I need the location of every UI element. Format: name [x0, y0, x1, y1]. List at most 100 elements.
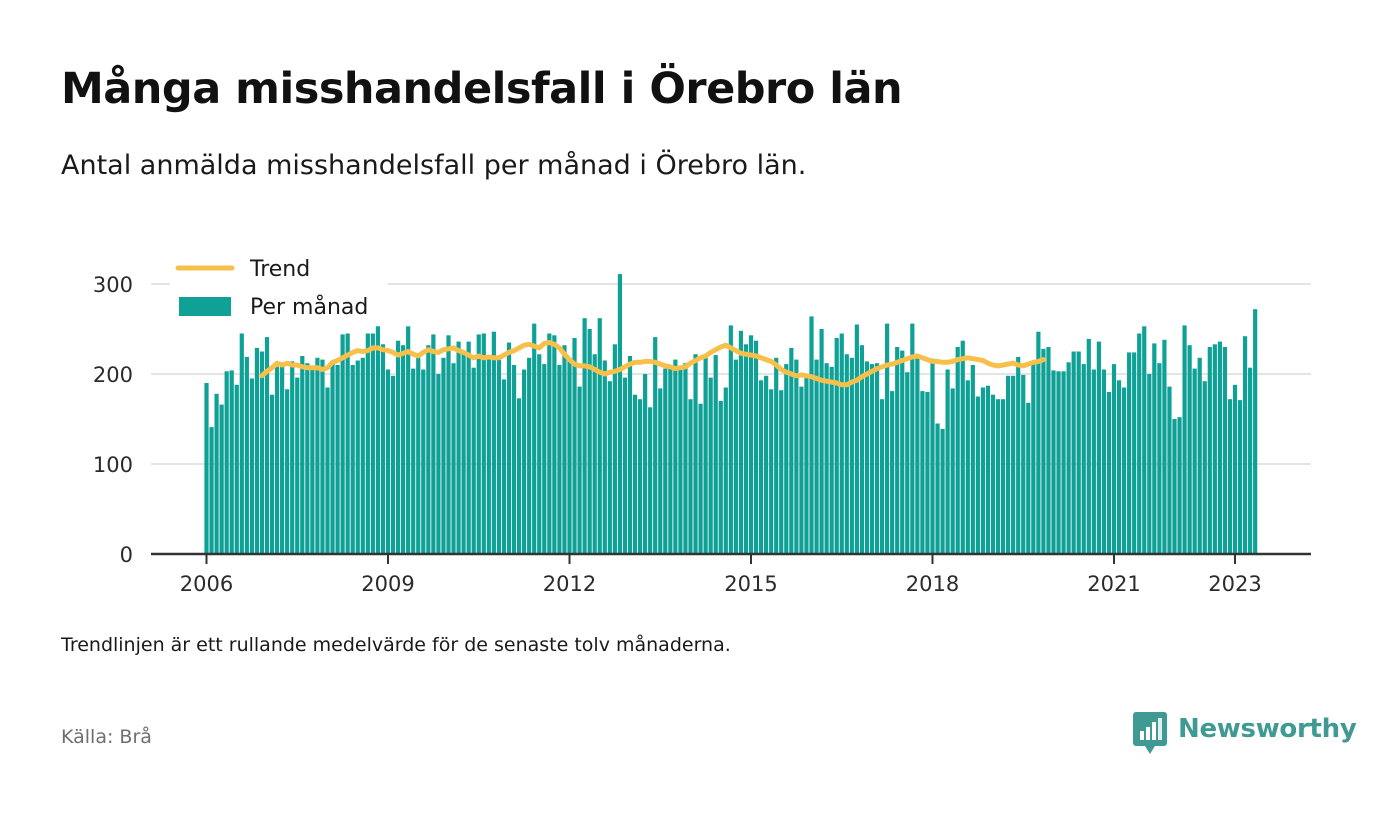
bar — [456, 341, 461, 554]
bar — [895, 347, 900, 554]
x-tick-label: 2012 — [543, 572, 596, 596]
bar — [1222, 347, 1228, 554]
bar — [315, 357, 320, 554]
bar — [254, 347, 260, 554]
bar — [1152, 343, 1157, 554]
bar — [1051, 370, 1056, 554]
bar — [627, 356, 633, 554]
bar — [1111, 364, 1117, 554]
bar — [990, 394, 996, 554]
bar — [1212, 344, 1217, 554]
bar — [1217, 341, 1222, 554]
bar — [1006, 375, 1011, 554]
bar — [1132, 352, 1137, 554]
y-tick-label: 100 — [93, 453, 133, 477]
bar — [496, 359, 502, 554]
bar — [905, 372, 910, 554]
bar — [658, 388, 663, 554]
bar — [229, 370, 234, 554]
bar — [375, 326, 381, 554]
bar — [1127, 352, 1132, 554]
x-tick-label: 2021 — [1087, 572, 1140, 596]
bar — [350, 365, 355, 554]
bar — [940, 428, 945, 554]
bar — [416, 353, 421, 554]
bar — [522, 369, 527, 554]
bar — [1142, 326, 1147, 554]
bar — [607, 381, 612, 554]
bar — [557, 365, 562, 554]
bar — [345, 333, 350, 554]
chart-subtitle: Antal anmälda misshandelsfall per månad … — [61, 150, 807, 181]
chart-note: Trendlinjen är ett rullande medelvärde f… — [61, 634, 731, 656]
bar — [401, 345, 406, 554]
bar — [1021, 374, 1026, 554]
legend-bars-label: Per månad — [250, 294, 368, 320]
bar — [950, 388, 955, 554]
chart-title: Många misshandelsfall i Örebro län — [61, 64, 903, 114]
bar — [925, 392, 930, 554]
bar — [960, 340, 965, 554]
bar — [436, 374, 441, 554]
bar — [239, 333, 244, 554]
bar — [1172, 419, 1177, 554]
bar — [1177, 417, 1182, 554]
bar — [743, 344, 749, 554]
bar — [1116, 380, 1122, 554]
newsworthy-logo[interactable]: Newsworthy — [1133, 712, 1357, 754]
bar — [280, 363, 285, 554]
bar — [290, 361, 295, 554]
bar — [1026, 402, 1031, 554]
bar — [1197, 357, 1202, 554]
bar — [1031, 361, 1036, 554]
bar — [446, 335, 451, 554]
bar — [632, 394, 638, 554]
bar — [597, 318, 602, 554]
bar — [411, 368, 416, 554]
bar — [637, 399, 643, 554]
bar — [1167, 386, 1172, 554]
bar — [1036, 331, 1041, 554]
bar — [1227, 399, 1233, 554]
legend-trend-label: Trend — [249, 257, 310, 282]
bar — [320, 359, 325, 554]
bar — [249, 378, 254, 554]
bar — [1056, 371, 1061, 554]
bar — [688, 399, 693, 554]
bar — [1253, 309, 1258, 554]
bar — [890, 391, 895, 554]
bar — [622, 377, 628, 554]
y-tick-label: 300 — [93, 273, 133, 297]
bar — [244, 356, 249, 554]
bar — [1101, 369, 1107, 554]
bar — [693, 354, 698, 554]
bar — [395, 340, 401, 554]
y-tick-label: 0 — [120, 543, 133, 567]
bar — [1248, 367, 1253, 554]
bar — [501, 379, 507, 554]
bar — [466, 341, 471, 554]
bar — [542, 364, 547, 554]
bar — [834, 338, 839, 554]
newsworthy-logo-text: Newsworthy — [1178, 714, 1357, 744]
bar — [985, 385, 991, 554]
bar — [1081, 364, 1086, 554]
bar — [769, 389, 774, 554]
bar — [945, 369, 950, 554]
legend-bars-swatch — [179, 297, 231, 316]
bar — [552, 335, 557, 554]
bar — [819, 329, 824, 554]
bar — [1096, 341, 1101, 554]
bar — [849, 357, 854, 554]
bar — [426, 345, 431, 554]
x-tick-label: 2009 — [361, 572, 414, 596]
bar — [935, 423, 940, 554]
bar — [1091, 369, 1096, 554]
bar — [758, 380, 764, 554]
bar — [854, 324, 859, 554]
x-tick-label: 2015 — [724, 572, 777, 596]
bar — [824, 363, 829, 554]
bar — [1237, 400, 1243, 554]
newsworthy-logo-icon — [1133, 712, 1167, 754]
